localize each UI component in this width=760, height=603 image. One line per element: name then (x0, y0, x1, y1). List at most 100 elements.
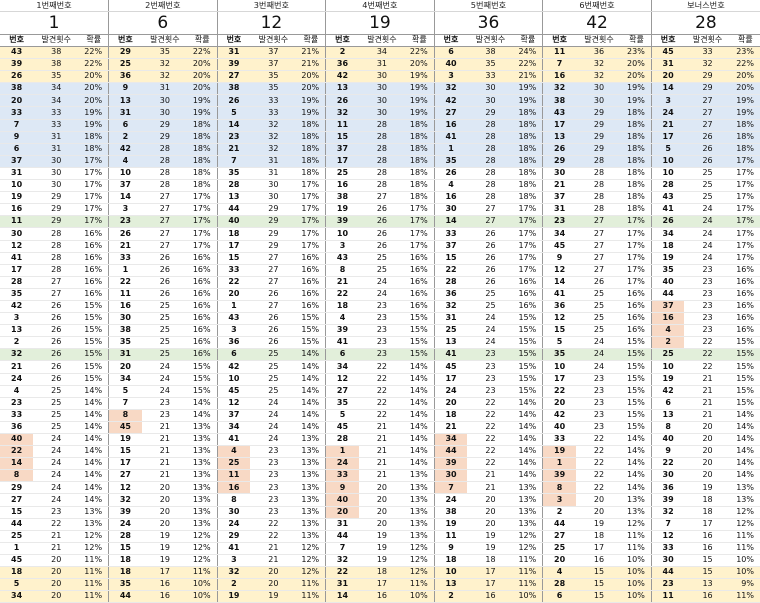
count-cell: 25 (141, 336, 188, 350)
count-cell: 25 (467, 288, 514, 301)
percent-cell: 12% (405, 542, 435, 555)
number-cell: 28 (542, 578, 576, 592)
count-cell: 27 (575, 240, 623, 253)
percent-cell: 13% (187, 493, 218, 507)
count-cell: 34 (33, 94, 80, 108)
number-cell: 40 (0, 433, 34, 447)
column-header-count: 발견횟수 (33, 34, 80, 47)
table-row: 2 26 15% 35 25 16% 36 26 15% 41 23 15% 13 24 15% 5 24 15%… (0, 336, 760, 350)
number-cell: 14 (433, 215, 468, 229)
number-cell: 27 (216, 70, 251, 84)
percent-cell: 17% (730, 252, 760, 265)
count-cell: 23 (684, 300, 731, 314)
percent-cell: 20% (405, 58, 435, 72)
percent-cell: 18% (622, 155, 652, 168)
number-cell: 41 (216, 542, 251, 555)
percent-cell: 14% (730, 445, 760, 459)
count-cell: 24 (33, 433, 80, 447)
percent-cell: 12% (187, 530, 218, 543)
percent-cell: 16% (513, 276, 543, 289)
percent-cell: 14% (730, 421, 760, 435)
table-row: 24 26 15% 34 24 15% 10 25 14% 12 22 14% 17 23 15% 17 23 1… (0, 373, 760, 386)
count-cell: 25 (467, 300, 514, 314)
number-cell: 8 (325, 264, 359, 277)
count-cell: 25 (575, 312, 623, 326)
percent-cell: 16% (730, 312, 760, 326)
number-cell: 28 (0, 276, 34, 289)
table-row: 15 23 13% 39 20 13% 30 23 13% 20 20 13% 38 20 13% 2 20 13… (0, 506, 760, 519)
percent-cell: 13% (296, 506, 326, 519)
number-cell: 40 (325, 493, 359, 507)
percent-cell: 15% (513, 336, 543, 350)
number-cell: 34 (650, 227, 685, 241)
number-cell: 11 (542, 46, 576, 60)
number-cell: 12 (542, 264, 576, 277)
count-cell: 23 (467, 348, 514, 362)
number-cell: 13 (650, 409, 685, 422)
count-cell: 15 (575, 566, 623, 580)
table-row: 26 35 20% 36 32 20% 27 35 20% 42 30 19% 3 33 21% 16 32 20… (0, 70, 760, 84)
number-cell: 9 (108, 82, 142, 96)
number-cell: 17 (433, 373, 468, 386)
number-cell: 24 (216, 518, 251, 531)
count-cell: 23 (467, 385, 514, 398)
number-cell: 30 (650, 554, 685, 568)
number-cell: 7 (433, 481, 468, 495)
percent-cell: 18% (622, 179, 652, 193)
percent-cell: 14% (513, 409, 543, 422)
table-row: 37 30 17% 4 28 18% 7 31 18% 17 28 18% 35 28 18% 29 28 18%… (0, 155, 760, 168)
column-header-count: 발견횟수 (684, 34, 731, 47)
count-cell: 26 (141, 288, 188, 301)
count-cell: 21 (141, 421, 188, 435)
number-cell: 25 (325, 167, 359, 181)
count-cell: 28 (141, 143, 188, 156)
number-cell: 43 (216, 312, 251, 326)
count-cell: 21 (358, 457, 406, 471)
percent-cell: 13% (296, 457, 326, 471)
count-cell: 21 (358, 469, 406, 483)
percent-cell: 18% (296, 131, 326, 144)
count-cell: 22 (684, 336, 731, 350)
number-cell: 30 (433, 469, 468, 483)
percent-cell: 17% (730, 167, 760, 181)
percent-cell: 14% (513, 433, 543, 447)
number-cell: 38 (433, 506, 468, 519)
number-cell: 3 (216, 554, 251, 568)
column-header-pct: 확률 (296, 34, 326, 47)
percent-cell: 20% (296, 70, 326, 84)
count-cell: 25 (575, 324, 623, 338)
number-cell: 33 (650, 542, 685, 555)
number-cell: 36 (542, 300, 576, 314)
table-row: 10 30 17% 37 28 18% 28 30 17% 16 28 18% 4 28 18% 21 28 18… (0, 179, 760, 193)
count-cell: 17 (358, 578, 406, 592)
number-cell: 33 (0, 409, 34, 422)
number-cell: 42 (325, 70, 359, 84)
number-cell: 30 (0, 227, 34, 241)
number-cell: 34 (216, 421, 251, 435)
number-cell: 31 (325, 518, 359, 531)
count-cell: 23 (358, 300, 406, 314)
count-cell: 22 (250, 518, 297, 531)
number-cell: 8 (0, 469, 34, 483)
percent-cell: 14% (405, 421, 435, 435)
count-cell: 29 (684, 70, 731, 84)
count-cell: 29 (467, 106, 514, 120)
number-cell: 22 (325, 288, 359, 301)
count-cell: 20 (33, 578, 80, 592)
number-cell: 9 (0, 131, 34, 144)
percent-cell: 13% (730, 493, 760, 507)
table-row: 18 20 11% 18 17 11% 32 20 12% 22 18 12% 10 17 11% 4 15 10… (0, 566, 760, 580)
count-cell: 21 (33, 542, 80, 555)
number-cell: 28 (108, 530, 142, 543)
percent-cell: 22% (79, 46, 109, 60)
percent-cell: 14% (187, 409, 218, 422)
percent-cell: 10% (622, 566, 652, 580)
count-cell: 21 (684, 409, 731, 422)
percent-cell: 19% (296, 106, 326, 120)
percent-cell: 15% (79, 373, 109, 386)
number-cell: 25 (0, 530, 34, 543)
percent-cell: 12% (405, 566, 435, 580)
count-cell: 16 (467, 590, 514, 603)
number-cell: 15 (0, 506, 34, 519)
number-cell: 5 (542, 336, 576, 350)
